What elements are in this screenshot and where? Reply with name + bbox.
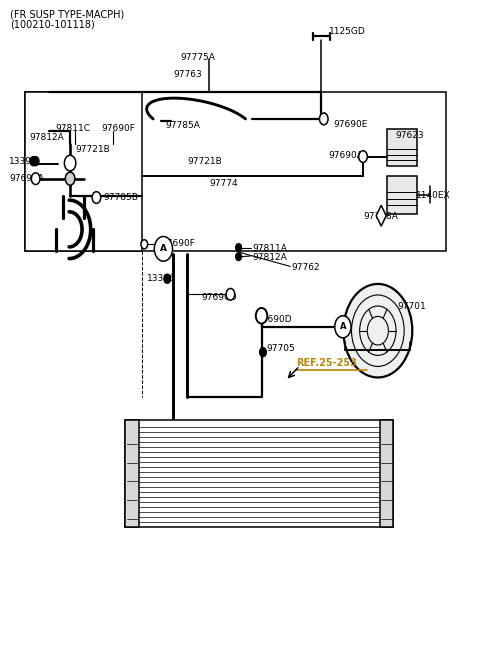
Text: 97690E: 97690E [333, 120, 368, 129]
Text: 97721B: 97721B [75, 145, 109, 154]
Text: 13396: 13396 [147, 274, 175, 283]
Circle shape [226, 288, 235, 300]
Text: (100210-101118): (100210-101118) [10, 20, 95, 30]
Text: 97762: 97762 [292, 262, 320, 271]
Circle shape [30, 157, 36, 166]
Text: 1140EX: 1140EX [416, 191, 451, 200]
Text: REF.25-253: REF.25-253 [297, 357, 357, 368]
Circle shape [31, 173, 40, 184]
Bar [24, 92, 142, 251]
Polygon shape [376, 205, 386, 226]
Circle shape [155, 236, 172, 261]
Text: 97788A: 97788A [363, 212, 398, 221]
Text: 97705: 97705 [266, 344, 295, 353]
Text: 97701: 97701 [397, 301, 426, 311]
Text: 1125GD: 1125GD [328, 27, 365, 36]
Circle shape [32, 157, 39, 166]
Text: 13396: 13396 [9, 157, 38, 165]
Text: 97690D: 97690D [202, 293, 237, 302]
Circle shape [343, 284, 412, 378]
Text: 97721B: 97721B [187, 158, 222, 166]
Text: 97785A: 97785A [166, 121, 201, 130]
Circle shape [65, 173, 75, 185]
Bar [387, 176, 417, 214]
Circle shape [236, 243, 241, 251]
Text: 97690A: 97690A [328, 151, 363, 159]
Bar [125, 420, 139, 527]
Text: 97690F: 97690F [161, 239, 195, 248]
Circle shape [64, 156, 76, 171]
Text: 97811A: 97811A [252, 243, 287, 253]
Bar [125, 420, 393, 527]
Bar [24, 92, 446, 251]
Text: (FR SUSP TYPE-MACPH): (FR SUSP TYPE-MACPH) [10, 10, 124, 20]
Circle shape [260, 348, 266, 357]
Circle shape [320, 113, 328, 125]
Text: 97763: 97763 [173, 70, 202, 79]
Text: 97690F: 97690F [101, 124, 135, 133]
Text: 97775A: 97775A [180, 53, 215, 62]
Bar [380, 420, 393, 527]
Circle shape [141, 240, 148, 249]
Text: 97812A: 97812A [29, 133, 64, 143]
Text: A: A [340, 322, 346, 331]
Text: 97785B: 97785B [104, 193, 138, 202]
Text: 97812A: 97812A [252, 253, 287, 262]
Circle shape [256, 308, 267, 324]
Text: 97623: 97623 [396, 131, 424, 140]
Text: 97774: 97774 [209, 180, 238, 188]
Circle shape [359, 151, 367, 163]
Circle shape [335, 316, 351, 338]
Text: 97690D: 97690D [257, 314, 292, 324]
Text: 97690A: 97690A [9, 174, 44, 183]
Circle shape [164, 274, 170, 283]
Circle shape [236, 253, 241, 260]
Circle shape [92, 191, 101, 203]
Bar [387, 129, 417, 167]
Text: A: A [160, 244, 167, 253]
Text: 97811C: 97811C [56, 124, 91, 133]
